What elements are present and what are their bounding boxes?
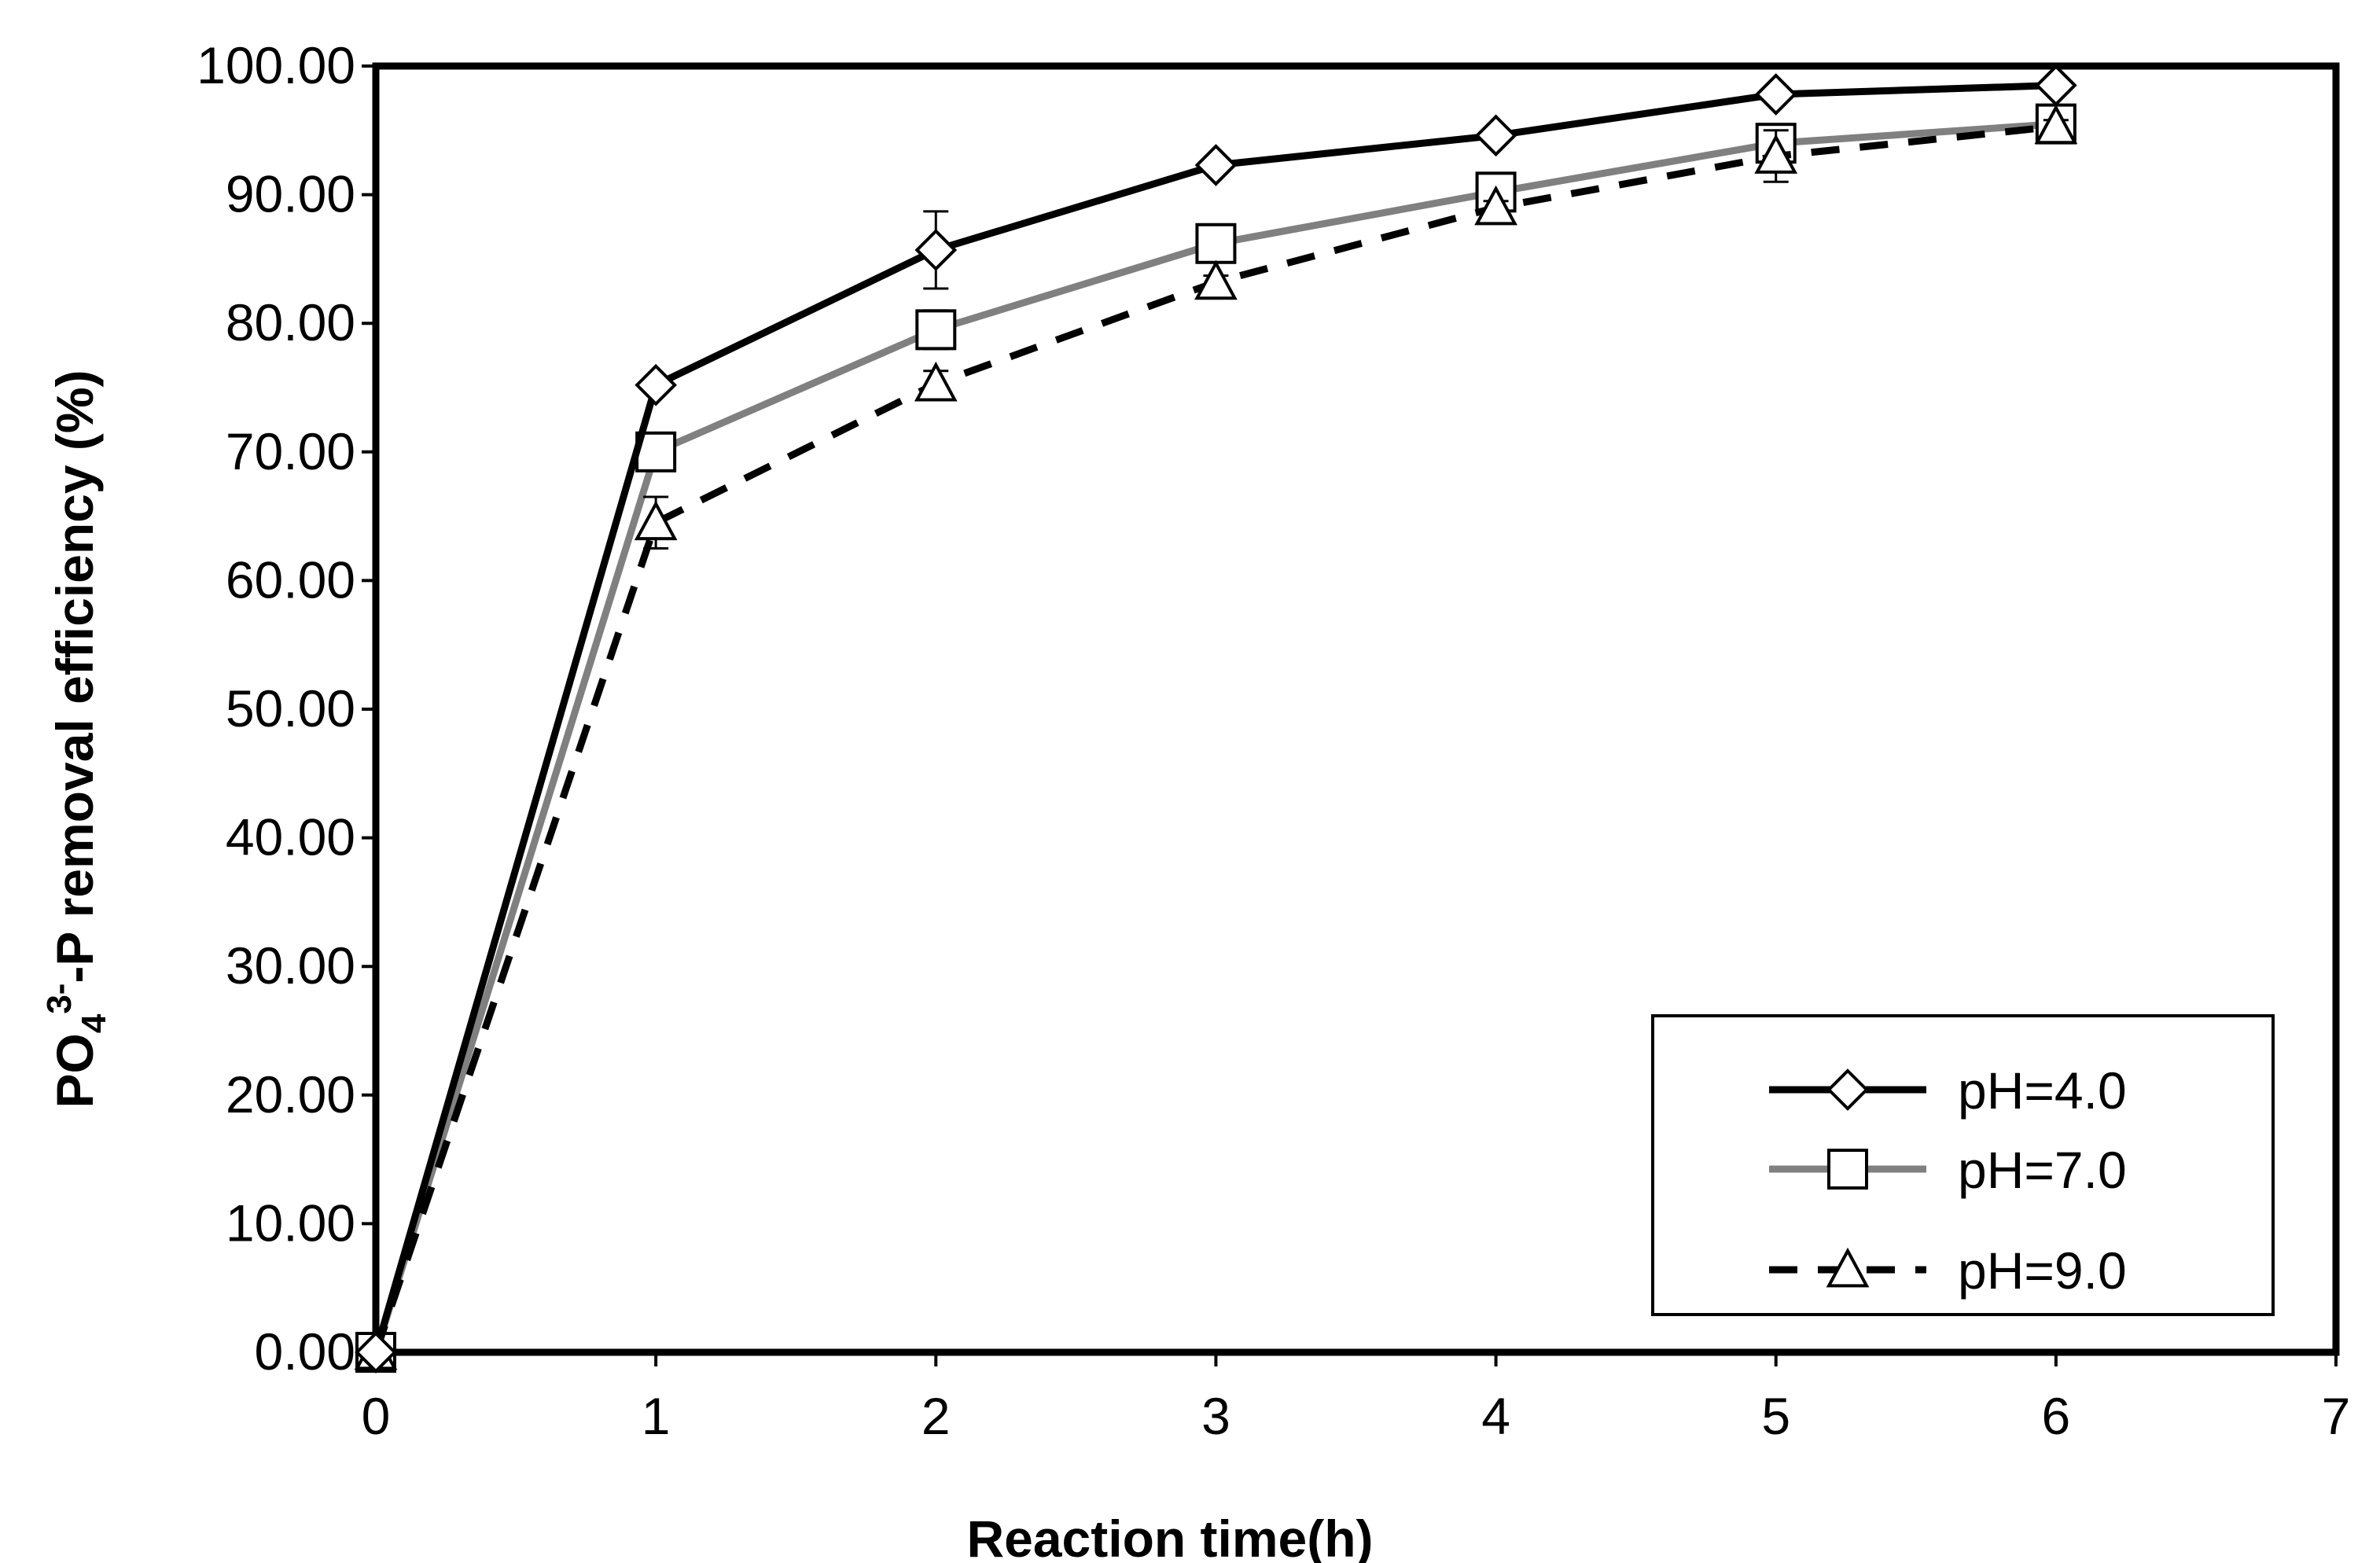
data-point [634, 500, 678, 541]
x-tick-label: 0 [362, 1387, 391, 1445]
data-point [915, 309, 957, 351]
data-point [914, 229, 958, 271]
x-tick-label: 4 [1481, 1387, 1510, 1445]
y-axis-title-prefix: PO [46, 1033, 104, 1108]
y-axis-title-subscript: 4 [75, 1013, 113, 1033]
y-axis-title-suffix: -P removal efficiency (%) [46, 370, 104, 983]
legend-label: pH=4.0 [1958, 1061, 2127, 1120]
y-tick-label: 80.00 [226, 293, 355, 351]
series-1 [355, 64, 2077, 1374]
data-point [1194, 144, 1238, 186]
legend-marker [1827, 1149, 1868, 1190]
legend-label: pH=7.0 [1958, 1141, 2127, 1199]
x-tick-label: 1 [642, 1387, 671, 1445]
y-tick-label: 30.00 [226, 936, 355, 995]
legend-box [1651, 1014, 2275, 1316]
data-point [2035, 64, 2077, 107]
y-tick-label: 0.00 [255, 1322, 355, 1381]
legend-label: pH=9.0 [1958, 1241, 2127, 1300]
y-tick-label: 50.00 [226, 679, 355, 737]
y-axis-title: PO43--P removal efficiency (%) [40, 370, 113, 1108]
data-point [1195, 222, 1237, 264]
data-point [355, 1331, 397, 1374]
data-point [1474, 114, 1517, 157]
y-tick-label: 90.00 [226, 165, 355, 223]
x-axis-title: Reaction time(h) [966, 1510, 1373, 1563]
x-tick-label: 7 [2322, 1387, 2351, 1445]
data-point [635, 363, 677, 406]
data-point [914, 361, 958, 402]
y-tick-label: 40.00 [226, 808, 355, 866]
legend-marker [1826, 1068, 1869, 1111]
y-tick-label: 100.00 [197, 36, 355, 94]
legend-entries: pH=4.0 pH=7.0 pH=9.0 [1769, 1061, 2127, 1300]
data-point [1194, 259, 1238, 300]
y-tick-label: 60.00 [226, 550, 355, 609]
data-point [1754, 73, 1797, 116]
axis-ticks: 0.00 10.00 20.00 30.00 40.00 50.00 60.00 70.00 8… [197, 36, 2350, 1445]
x-tick-label: 5 [1761, 1387, 1790, 1445]
y-tick-label: 10.00 [226, 1193, 355, 1252]
x-tick-label: 3 [1201, 1387, 1230, 1445]
y-tick-label: 20.00 [226, 1065, 355, 1124]
x-tick-label: 6 [2041, 1387, 2070, 1445]
data-point [2034, 104, 2078, 145]
legend: pH=4.0 pH=7.0 pH=9.0 [1651, 1014, 2275, 1316]
data-point [1474, 185, 1517, 226]
data-point [1754, 134, 1798, 174]
y-tick-label: 70.00 [226, 422, 355, 480]
series-layer [354, 64, 2078, 1374]
y-axis-title-superscript: 3- [40, 984, 79, 1014]
x-tick-label: 2 [921, 1387, 951, 1445]
legend-marker [1826, 1247, 1870, 1288]
